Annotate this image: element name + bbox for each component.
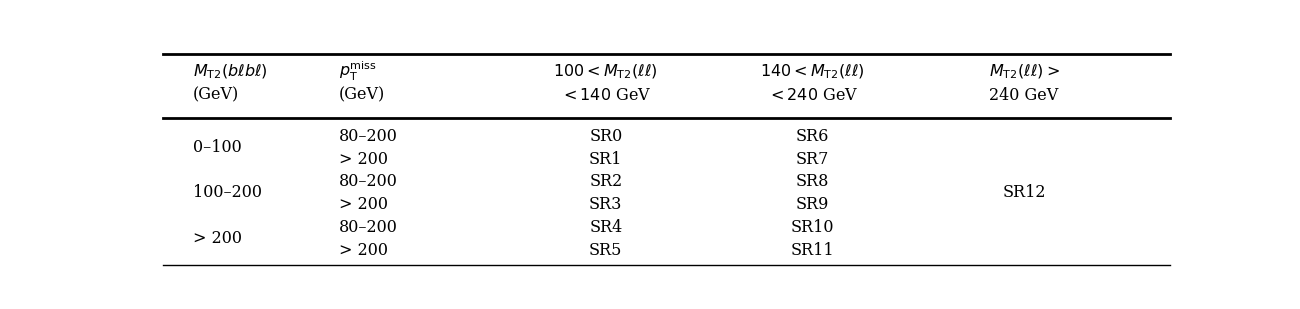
Text: > 200: > 200 <box>339 151 387 168</box>
Text: 240 GeV: 240 GeV <box>989 87 1058 104</box>
Text: > 200: > 200 <box>192 230 242 247</box>
Text: SR7: SR7 <box>796 151 829 168</box>
Text: SR9: SR9 <box>796 196 829 213</box>
Text: 80–200: 80–200 <box>339 173 398 190</box>
Text: (GeV): (GeV) <box>339 87 385 104</box>
Text: 100–200: 100–200 <box>192 184 261 201</box>
Text: > 200: > 200 <box>339 242 387 259</box>
Text: $M_{\mathrm{T2}}(b\ell b\ell)$: $M_{\mathrm{T2}}(b\ell b\ell)$ <box>192 62 268 81</box>
Text: SR11: SR11 <box>790 242 835 259</box>
Text: 0–100: 0–100 <box>192 139 242 156</box>
Text: SR4: SR4 <box>589 219 623 236</box>
Text: SR2: SR2 <box>589 173 623 190</box>
Text: (GeV): (GeV) <box>192 87 239 104</box>
Text: SR12: SR12 <box>1002 184 1045 201</box>
Text: 80–200: 80–200 <box>339 128 398 145</box>
Text: $100 < M_{\mathrm{T2}}(\ell\ell)$: $100 < M_{\mathrm{T2}}(\ell\ell)$ <box>554 62 658 81</box>
Text: SR5: SR5 <box>589 242 623 259</box>
Text: $< 140$ GeV: $< 140$ GeV <box>560 87 651 104</box>
Text: $< 240$ GeV: $< 240$ GeV <box>767 87 858 104</box>
Text: $M_{\mathrm{T2}}(\ell\ell) >$: $M_{\mathrm{T2}}(\ell\ell) >$ <box>988 62 1060 81</box>
Text: SR3: SR3 <box>589 196 623 213</box>
Text: SR8: SR8 <box>796 173 829 190</box>
Text: > 200: > 200 <box>339 196 387 213</box>
Text: $p_{\mathrm{T}}^{\mathrm{miss}}$: $p_{\mathrm{T}}^{\mathrm{miss}}$ <box>339 60 377 83</box>
Text: $140 < M_{\mathrm{T2}}(\ell\ell)$: $140 < M_{\mathrm{T2}}(\ell\ell)$ <box>760 62 865 81</box>
Text: SR6: SR6 <box>796 128 829 145</box>
Text: SR0: SR0 <box>589 128 623 145</box>
Text: 80–200: 80–200 <box>339 219 398 236</box>
Text: SR10: SR10 <box>790 219 835 236</box>
Text: SR1: SR1 <box>589 151 623 168</box>
